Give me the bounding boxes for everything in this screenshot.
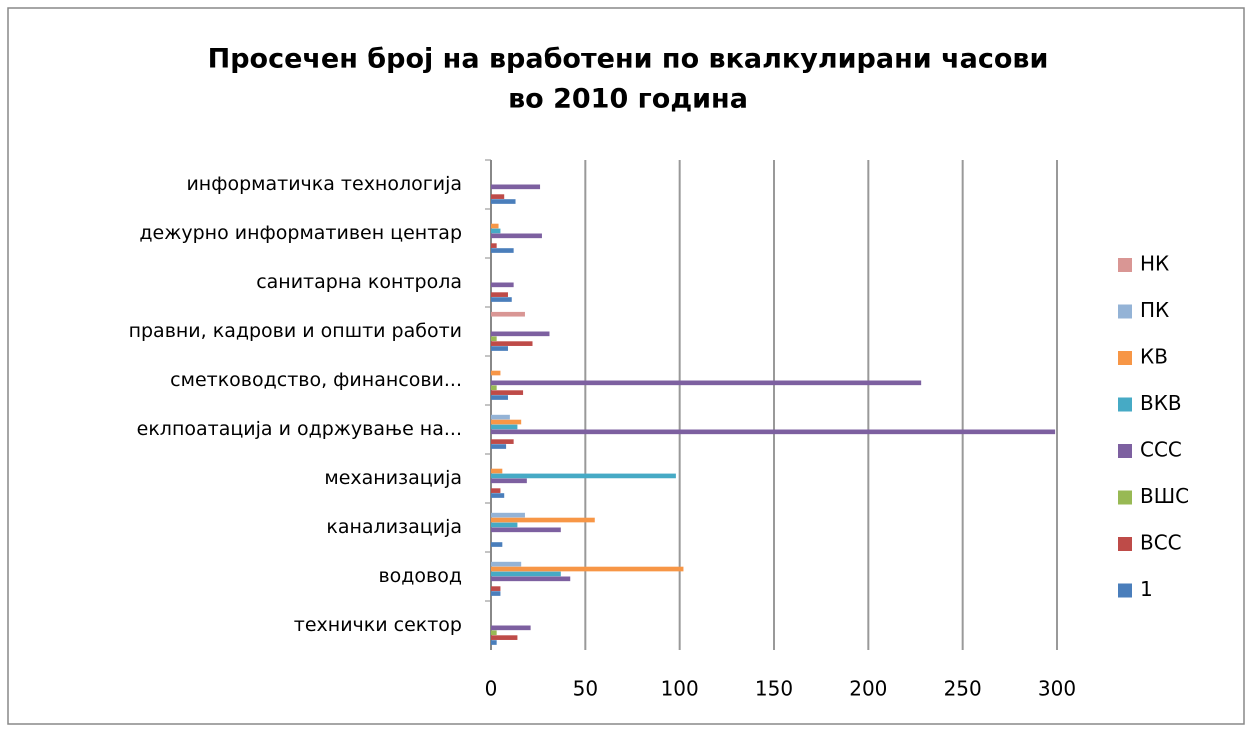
bar bbox=[491, 444, 507, 449]
legend-label: 1 bbox=[1140, 577, 1153, 601]
bar bbox=[491, 468, 503, 474]
bar bbox=[491, 184, 541, 190]
x-tick-label: 0 bbox=[485, 677, 498, 701]
legend-label: ВКВ bbox=[1140, 391, 1182, 415]
x-tick-label: 150 bbox=[755, 677, 793, 701]
chart-frame bbox=[7, 7, 1245, 725]
y-tick-label: канализација bbox=[326, 516, 462, 538]
bar bbox=[491, 248, 514, 253]
bar bbox=[491, 586, 501, 591]
x-tick-label: 200 bbox=[849, 677, 887, 701]
bar bbox=[491, 439, 514, 444]
bar bbox=[491, 297, 512, 302]
legend-swatch bbox=[1118, 444, 1132, 458]
bar bbox=[491, 566, 684, 572]
chart-title: во 2010 година bbox=[508, 84, 748, 115]
bar bbox=[491, 370, 501, 376]
y-tick-label: информатичка технологија bbox=[186, 173, 462, 195]
bar bbox=[491, 478, 527, 484]
bar bbox=[491, 380, 922, 386]
bar bbox=[491, 527, 561, 533]
bar bbox=[491, 346, 508, 351]
bar bbox=[491, 542, 503, 547]
bar bbox=[491, 199, 516, 204]
bar bbox=[491, 228, 501, 234]
legend-label: НК bbox=[1140, 252, 1169, 276]
bar bbox=[491, 336, 497, 342]
bar bbox=[491, 233, 542, 239]
bar bbox=[491, 292, 508, 297]
bar bbox=[491, 473, 676, 479]
legend-swatch bbox=[1118, 583, 1132, 598]
x-tick-label: 50 bbox=[573, 677, 598, 701]
legend-swatch bbox=[1118, 490, 1132, 505]
bar bbox=[491, 561, 522, 567]
bar bbox=[491, 282, 514, 288]
y-tick-label: дежурно информативен центар bbox=[139, 222, 462, 244]
x-tick-label: 300 bbox=[1038, 677, 1076, 701]
bar bbox=[491, 194, 505, 199]
bar bbox=[491, 630, 497, 636]
legend-label: ВСС bbox=[1140, 531, 1182, 555]
bar bbox=[491, 243, 497, 248]
legend-label: ПК bbox=[1140, 298, 1169, 322]
y-tick-label: водовод bbox=[378, 565, 462, 587]
legend-swatch bbox=[1118, 397, 1132, 412]
x-tick-label: 100 bbox=[661, 677, 699, 701]
bar bbox=[491, 331, 550, 337]
bar bbox=[491, 414, 510, 420]
bar bbox=[491, 625, 531, 631]
legend-swatch bbox=[1118, 351, 1132, 365]
legend-label: ВШС bbox=[1140, 484, 1189, 508]
bar bbox=[491, 522, 518, 528]
x-tick-label: 250 bbox=[944, 677, 982, 701]
bar bbox=[491, 429, 1056, 435]
bar bbox=[491, 640, 497, 645]
bar bbox=[491, 512, 525, 518]
y-tick-label: еклпоатација и одржување на... bbox=[137, 418, 462, 440]
bar bbox=[491, 424, 518, 430]
legend-swatch bbox=[1118, 537, 1132, 551]
bar bbox=[491, 488, 501, 493]
bar bbox=[491, 635, 518, 640]
bar bbox=[491, 341, 533, 346]
bar bbox=[491, 591, 501, 596]
legend-swatch bbox=[1118, 304, 1132, 319]
bar bbox=[491, 390, 524, 395]
legend-swatch bbox=[1118, 258, 1132, 272]
y-tick-label: механизација bbox=[324, 467, 462, 489]
bar bbox=[491, 395, 508, 400]
y-tick-label: правни, кадрови и општи работи bbox=[129, 320, 462, 342]
bar bbox=[491, 571, 561, 577]
bar bbox=[491, 419, 522, 425]
y-tick-label: технички сектор bbox=[294, 614, 462, 636]
legend-label: ССС bbox=[1140, 438, 1182, 462]
bar bbox=[491, 311, 525, 317]
y-tick-label: санитарна контрола bbox=[256, 271, 462, 293]
legend-label: КВ bbox=[1140, 345, 1168, 369]
bar bbox=[491, 493, 505, 498]
y-tick-label: сметководство, финансови... bbox=[170, 369, 462, 391]
chart-title: Просечен број на вработени по вкалкулира… bbox=[208, 44, 1049, 75]
bar bbox=[491, 576, 571, 582]
bar bbox=[491, 223, 499, 229]
bar bbox=[491, 385, 497, 391]
bar bbox=[491, 517, 595, 523]
